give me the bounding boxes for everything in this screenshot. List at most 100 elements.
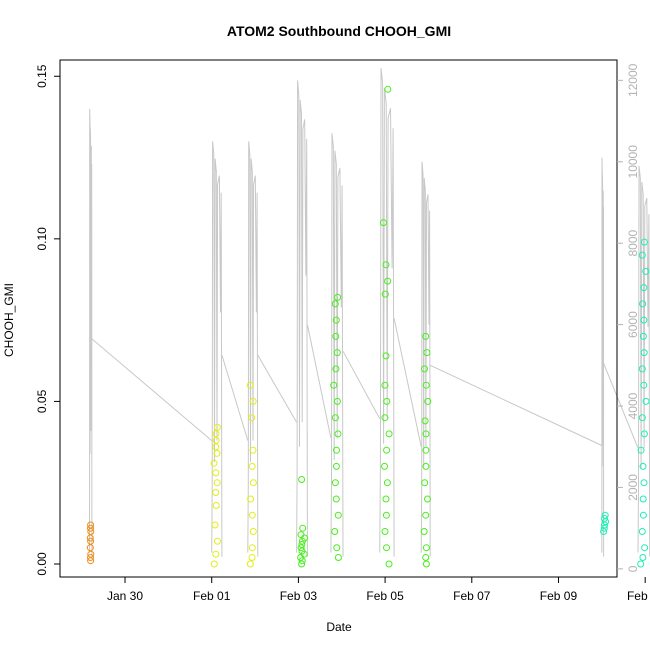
x-tick-label-6: Feb 11 [627,589,650,603]
altitude-flight-0 [89,108,93,557]
series-6 [420,332,432,568]
data-point [422,332,430,340]
data-point [639,462,647,470]
altitude-flight-1 [211,141,223,557]
data-point [383,544,390,552]
altitude-flight-8 [637,165,650,557]
data-point [248,511,256,519]
data-point [642,267,650,275]
points-layer [86,85,650,568]
altitude-flight-3 [296,80,308,557]
data-point [639,554,647,561]
data-point [381,290,389,298]
data-point [638,414,646,422]
data-point [420,528,428,535]
data-point [637,446,645,454]
series-0 [86,521,95,565]
y2-tick-label-2: 4000 [626,392,640,419]
y2-tick-label-1: 2000 [626,474,640,501]
data-point [87,521,95,529]
series-2 [246,381,257,568]
data-point [422,544,430,552]
plot-frame [59,59,618,578]
axes-layer: Jan 30 Feb 01 Feb 03 Feb 05 Feb 07 Feb 09 Feb … [35,59,650,603]
altitude-flight-7 [601,157,605,557]
x-axis-label: Date [326,620,352,634]
x-tick-label-1: Feb 01 [193,589,231,603]
data-point [640,381,648,389]
data-point [332,495,340,503]
data-point [421,479,429,487]
data-point [638,251,646,259]
data-point [381,462,388,470]
series-5 [380,85,393,568]
data-point [383,446,391,454]
data-point [332,365,340,373]
y2-tick-label-3: 6000 [626,311,640,338]
altitude-connector-6 [393,318,422,447]
altitude-connector-5 [342,350,381,419]
data-point [422,446,430,454]
data-point [600,528,608,535]
data-point [331,300,339,308]
data-point [246,560,254,568]
data-point [213,449,221,457]
chart-title: ATOM2 Southbound CHOOH_GMI [227,23,451,39]
data-point [86,534,94,542]
data-point [381,414,389,422]
data-point [332,316,340,324]
data-point [87,554,94,561]
data-point [330,381,338,389]
data-point [213,479,221,487]
data-point [422,381,430,389]
data-point [601,511,609,519]
data-point [248,544,256,552]
data-point [247,495,255,503]
altitude-connector-2 [221,354,249,441]
data-point [639,511,647,519]
data-point [382,511,390,519]
data-point [641,544,649,552]
data-point [421,417,429,425]
data-point [381,528,389,535]
data-point [212,489,220,496]
data-point [383,479,391,487]
y2-tick-label-5: 10000 [626,145,640,179]
data-point [639,332,647,340]
y-tick-label-2: 0.10 [35,227,49,251]
data-point [298,560,306,568]
data-point [249,479,257,487]
data-point [384,277,392,285]
data-point [297,544,305,552]
data-point [332,462,340,470]
data-point [298,547,306,555]
y2-tick-label-4: 8000 [626,230,640,257]
data-point [210,459,218,467]
data-point [87,524,94,532]
data-point [334,430,342,438]
y-tick-label-0: 0.00 [35,552,49,576]
data-point [332,332,340,340]
altitude-flight-2 [247,141,259,557]
data-point [422,462,430,470]
data-point [385,430,393,438]
data-point [640,284,648,292]
data-point [638,365,646,373]
altitude-connector-7 [430,364,603,446]
data-point [211,521,219,529]
y2-tick-label-0: 0 [626,565,640,572]
data-point [298,476,306,483]
data-point [422,430,430,438]
data-point [299,524,307,532]
x-tick-label-5: Feb 09 [540,589,578,603]
data-point [210,560,218,568]
data-point [385,560,393,568]
data-point [297,531,305,539]
data-point [212,502,220,509]
data-point [640,349,648,357]
altitude-trace-layer [89,68,650,557]
data-point [421,365,428,373]
data-point [333,544,341,552]
